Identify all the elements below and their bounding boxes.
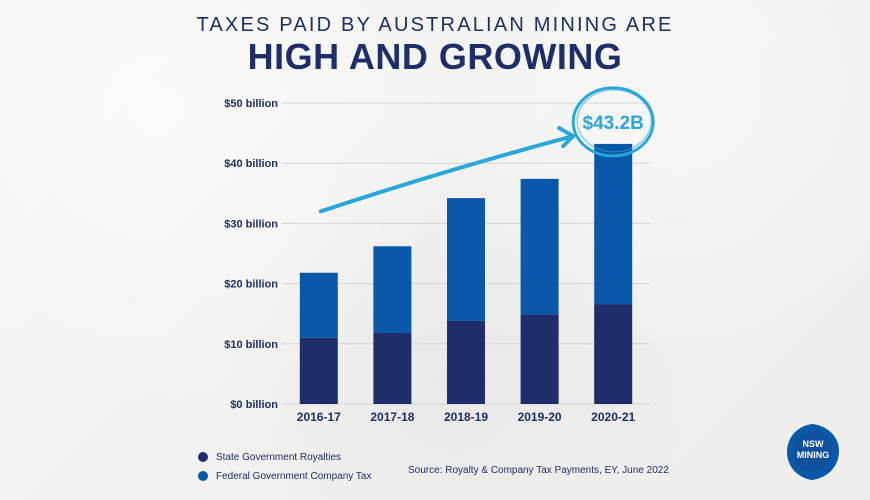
x-tick-label-2017-18: 2017-18: [370, 410, 414, 424]
bar-2017-18-federal-company-tax: [373, 246, 412, 333]
total-value-label: $43.2B: [583, 113, 644, 134]
chart-subtitle: TAXES PAID BY AUSTRALIAN MINING ARE: [196, 14, 674, 36]
bar-2016-17-state-royalties: [299, 337, 338, 404]
logo-badge-icon: [787, 424, 839, 480]
y-tick-label-50: $50 billion: [224, 98, 278, 110]
y-tick-label-20: $20 billion: [224, 279, 278, 291]
nsw-mining-logo: NSW MINING: [781, 420, 845, 484]
bar-2018-19-state-royalties: [447, 320, 485, 404]
bar-2016-17-federal-company-tax: [299, 272, 338, 338]
legend-label-state-royalties: State Government Royalties: [216, 451, 342, 463]
y-tick-label-40: $40 billion: [224, 158, 278, 170]
y-tick-label-10: $10 billion: [224, 339, 278, 351]
source-note: Source: Royalty & Company Tax Payments, …: [408, 465, 669, 476]
bar-2019-20-federal-company-tax: [520, 178, 559, 315]
bar-2020-21-state-royalties: [594, 304, 633, 404]
logo-text-nsw: NSW: [802, 439, 824, 449]
legend-swatch-state-royalties: [198, 452, 208, 462]
bar-2020-21-federal-company-tax: [594, 143, 633, 305]
highlight-circle: [571, 86, 655, 158]
chart-title: HIGH AND GROWING: [247, 36, 623, 77]
bar-2018-19-federal-company-tax: [447, 198, 485, 321]
highlight-circle-inner: [576, 89, 652, 153]
bar-2019-20-state-royalties: [520, 314, 559, 404]
x-tick-label-2018-19: 2018-19: [444, 410, 488, 424]
legend-swatch-federal-company-tax: [198, 471, 208, 481]
x-tick-label-2016-17: 2016-17: [297, 410, 341, 424]
legend-item-federal-company-tax: Federal Government Company Tax: [198, 468, 371, 484]
legend-item-state-royalties: State Government Royalties: [198, 449, 371, 465]
trend-arrow-head: [557, 126, 576, 149]
y-tick-label-0: $0 billion: [230, 399, 278, 411]
y-tick-label-30: $30 billion: [224, 218, 278, 230]
logo-text-mining: MINING: [796, 450, 830, 460]
chart-legend: State Government Royalties Federal Gover…: [198, 449, 371, 487]
bar-2017-18-state-royalties: [373, 332, 412, 404]
trend-arrow-line: [318, 134, 576, 214]
legend-label-federal-company-tax: Federal Government Company Tax: [216, 470, 372, 482]
x-tick-label-2019-20: 2019-20: [518, 410, 562, 424]
x-tick-label-2020-21: 2020-21: [591, 410, 635, 424]
